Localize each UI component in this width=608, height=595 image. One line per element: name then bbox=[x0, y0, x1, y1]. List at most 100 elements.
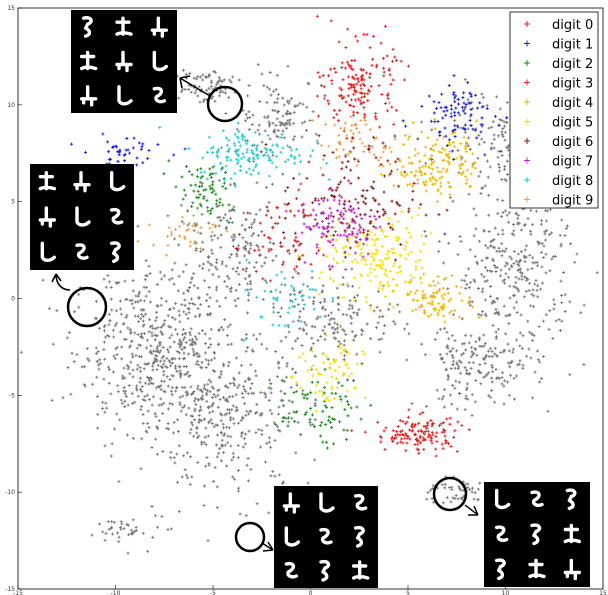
scatter-point bbox=[283, 283, 287, 287]
scatter-point bbox=[83, 384, 87, 388]
scatter-point bbox=[224, 91, 228, 95]
scatter-point bbox=[449, 114, 453, 118]
scatter-point bbox=[377, 84, 381, 88]
scatter-point bbox=[501, 232, 505, 236]
scatter-point bbox=[474, 127, 478, 131]
scatter-point bbox=[158, 341, 162, 345]
scatter-point bbox=[337, 182, 341, 186]
scatter-point bbox=[205, 292, 209, 296]
scatter-point bbox=[310, 324, 314, 328]
scatter-point bbox=[222, 216, 226, 220]
scatter-point bbox=[502, 384, 506, 388]
cluster-digit-8 bbox=[242, 258, 335, 343]
scatter-point bbox=[198, 202, 202, 206]
scatter-point bbox=[293, 155, 297, 159]
scatter-point bbox=[146, 549, 150, 553]
scatter-point bbox=[465, 386, 469, 390]
scatter-point bbox=[336, 233, 340, 237]
scatter-point bbox=[366, 99, 370, 103]
scatter-point bbox=[559, 279, 563, 283]
scatter-point bbox=[189, 281, 193, 285]
scatter-point bbox=[354, 197, 358, 201]
scatter-point bbox=[468, 371, 472, 375]
scatter-point bbox=[595, 271, 599, 275]
scatter-point bbox=[411, 184, 415, 188]
scatter-point bbox=[445, 496, 449, 500]
scatter-point bbox=[488, 269, 492, 273]
scatter-point bbox=[205, 299, 209, 303]
scatter-point bbox=[120, 401, 124, 405]
scatter-point bbox=[487, 230, 491, 234]
scatter-point bbox=[423, 229, 427, 233]
scatter-point bbox=[517, 277, 521, 281]
scatter-point bbox=[136, 314, 140, 318]
scatter-point bbox=[490, 389, 494, 393]
scatter-point bbox=[218, 78, 222, 82]
scatter-point bbox=[429, 179, 433, 183]
scatter-point bbox=[492, 238, 496, 242]
scatter-point bbox=[272, 421, 276, 425]
scatter-point bbox=[523, 260, 527, 264]
scatter-point bbox=[424, 189, 428, 193]
scatter-point bbox=[246, 346, 250, 350]
scatter-point bbox=[380, 92, 384, 96]
cluster-digit-7 bbox=[284, 179, 382, 271]
scatter-point bbox=[553, 302, 557, 306]
scatter-point bbox=[459, 158, 463, 162]
scatter-point bbox=[292, 390, 296, 394]
scatter-point bbox=[186, 209, 190, 213]
scatter-point bbox=[347, 63, 351, 67]
legend-label: digit 1 bbox=[552, 38, 593, 53]
scatter-point bbox=[174, 366, 178, 370]
scatter-point bbox=[352, 298, 356, 302]
scatter-point bbox=[374, 248, 378, 252]
scatter-point bbox=[453, 429, 457, 433]
scatter-point bbox=[244, 112, 248, 116]
scatter-point bbox=[404, 124, 408, 128]
scatter-point bbox=[303, 359, 307, 363]
scatter-point bbox=[299, 386, 303, 390]
scatter-point bbox=[380, 173, 384, 177]
scatter-point bbox=[497, 376, 501, 380]
scatter-point bbox=[369, 271, 373, 275]
scatter-point bbox=[443, 483, 447, 487]
scatter-point bbox=[385, 257, 389, 261]
scatter-point bbox=[306, 392, 310, 396]
scatter-point bbox=[150, 403, 154, 407]
scatter-point bbox=[451, 363, 455, 367]
scatter-point bbox=[394, 258, 398, 262]
scatter-point bbox=[138, 369, 142, 373]
scatter-point bbox=[453, 100, 457, 104]
scatter-point bbox=[442, 261, 446, 265]
scatter-point bbox=[492, 146, 496, 150]
scatter-point bbox=[477, 336, 481, 340]
scatter-point bbox=[356, 39, 360, 43]
scatter-point bbox=[210, 263, 214, 267]
scatter-point bbox=[468, 299, 472, 303]
scatter-point bbox=[450, 487, 454, 491]
scatter-point bbox=[378, 315, 382, 319]
scatter-point bbox=[341, 373, 345, 377]
scatter-point bbox=[282, 404, 286, 408]
scatter-point bbox=[228, 255, 232, 259]
scatter-point bbox=[396, 157, 400, 161]
legend-marker bbox=[524, 79, 530, 86]
scatter-point bbox=[177, 243, 181, 247]
scatter-point bbox=[264, 142, 268, 146]
scatter-point bbox=[512, 294, 516, 298]
scatter-point bbox=[128, 151, 132, 155]
scatter-point bbox=[407, 415, 411, 419]
scatter-point bbox=[241, 267, 245, 271]
digit-thumbnail bbox=[284, 526, 301, 547]
scatter-point bbox=[456, 102, 460, 106]
scatter-point bbox=[341, 221, 345, 225]
scatter-point bbox=[421, 165, 425, 169]
scatter-point bbox=[517, 221, 521, 225]
scatter-point bbox=[176, 418, 180, 422]
scatter-point bbox=[107, 334, 111, 338]
scatter-point bbox=[162, 401, 166, 405]
scatter-point bbox=[184, 72, 188, 76]
scatter-point bbox=[305, 176, 309, 180]
scatter-point bbox=[429, 231, 433, 235]
scatter-point bbox=[494, 367, 498, 371]
